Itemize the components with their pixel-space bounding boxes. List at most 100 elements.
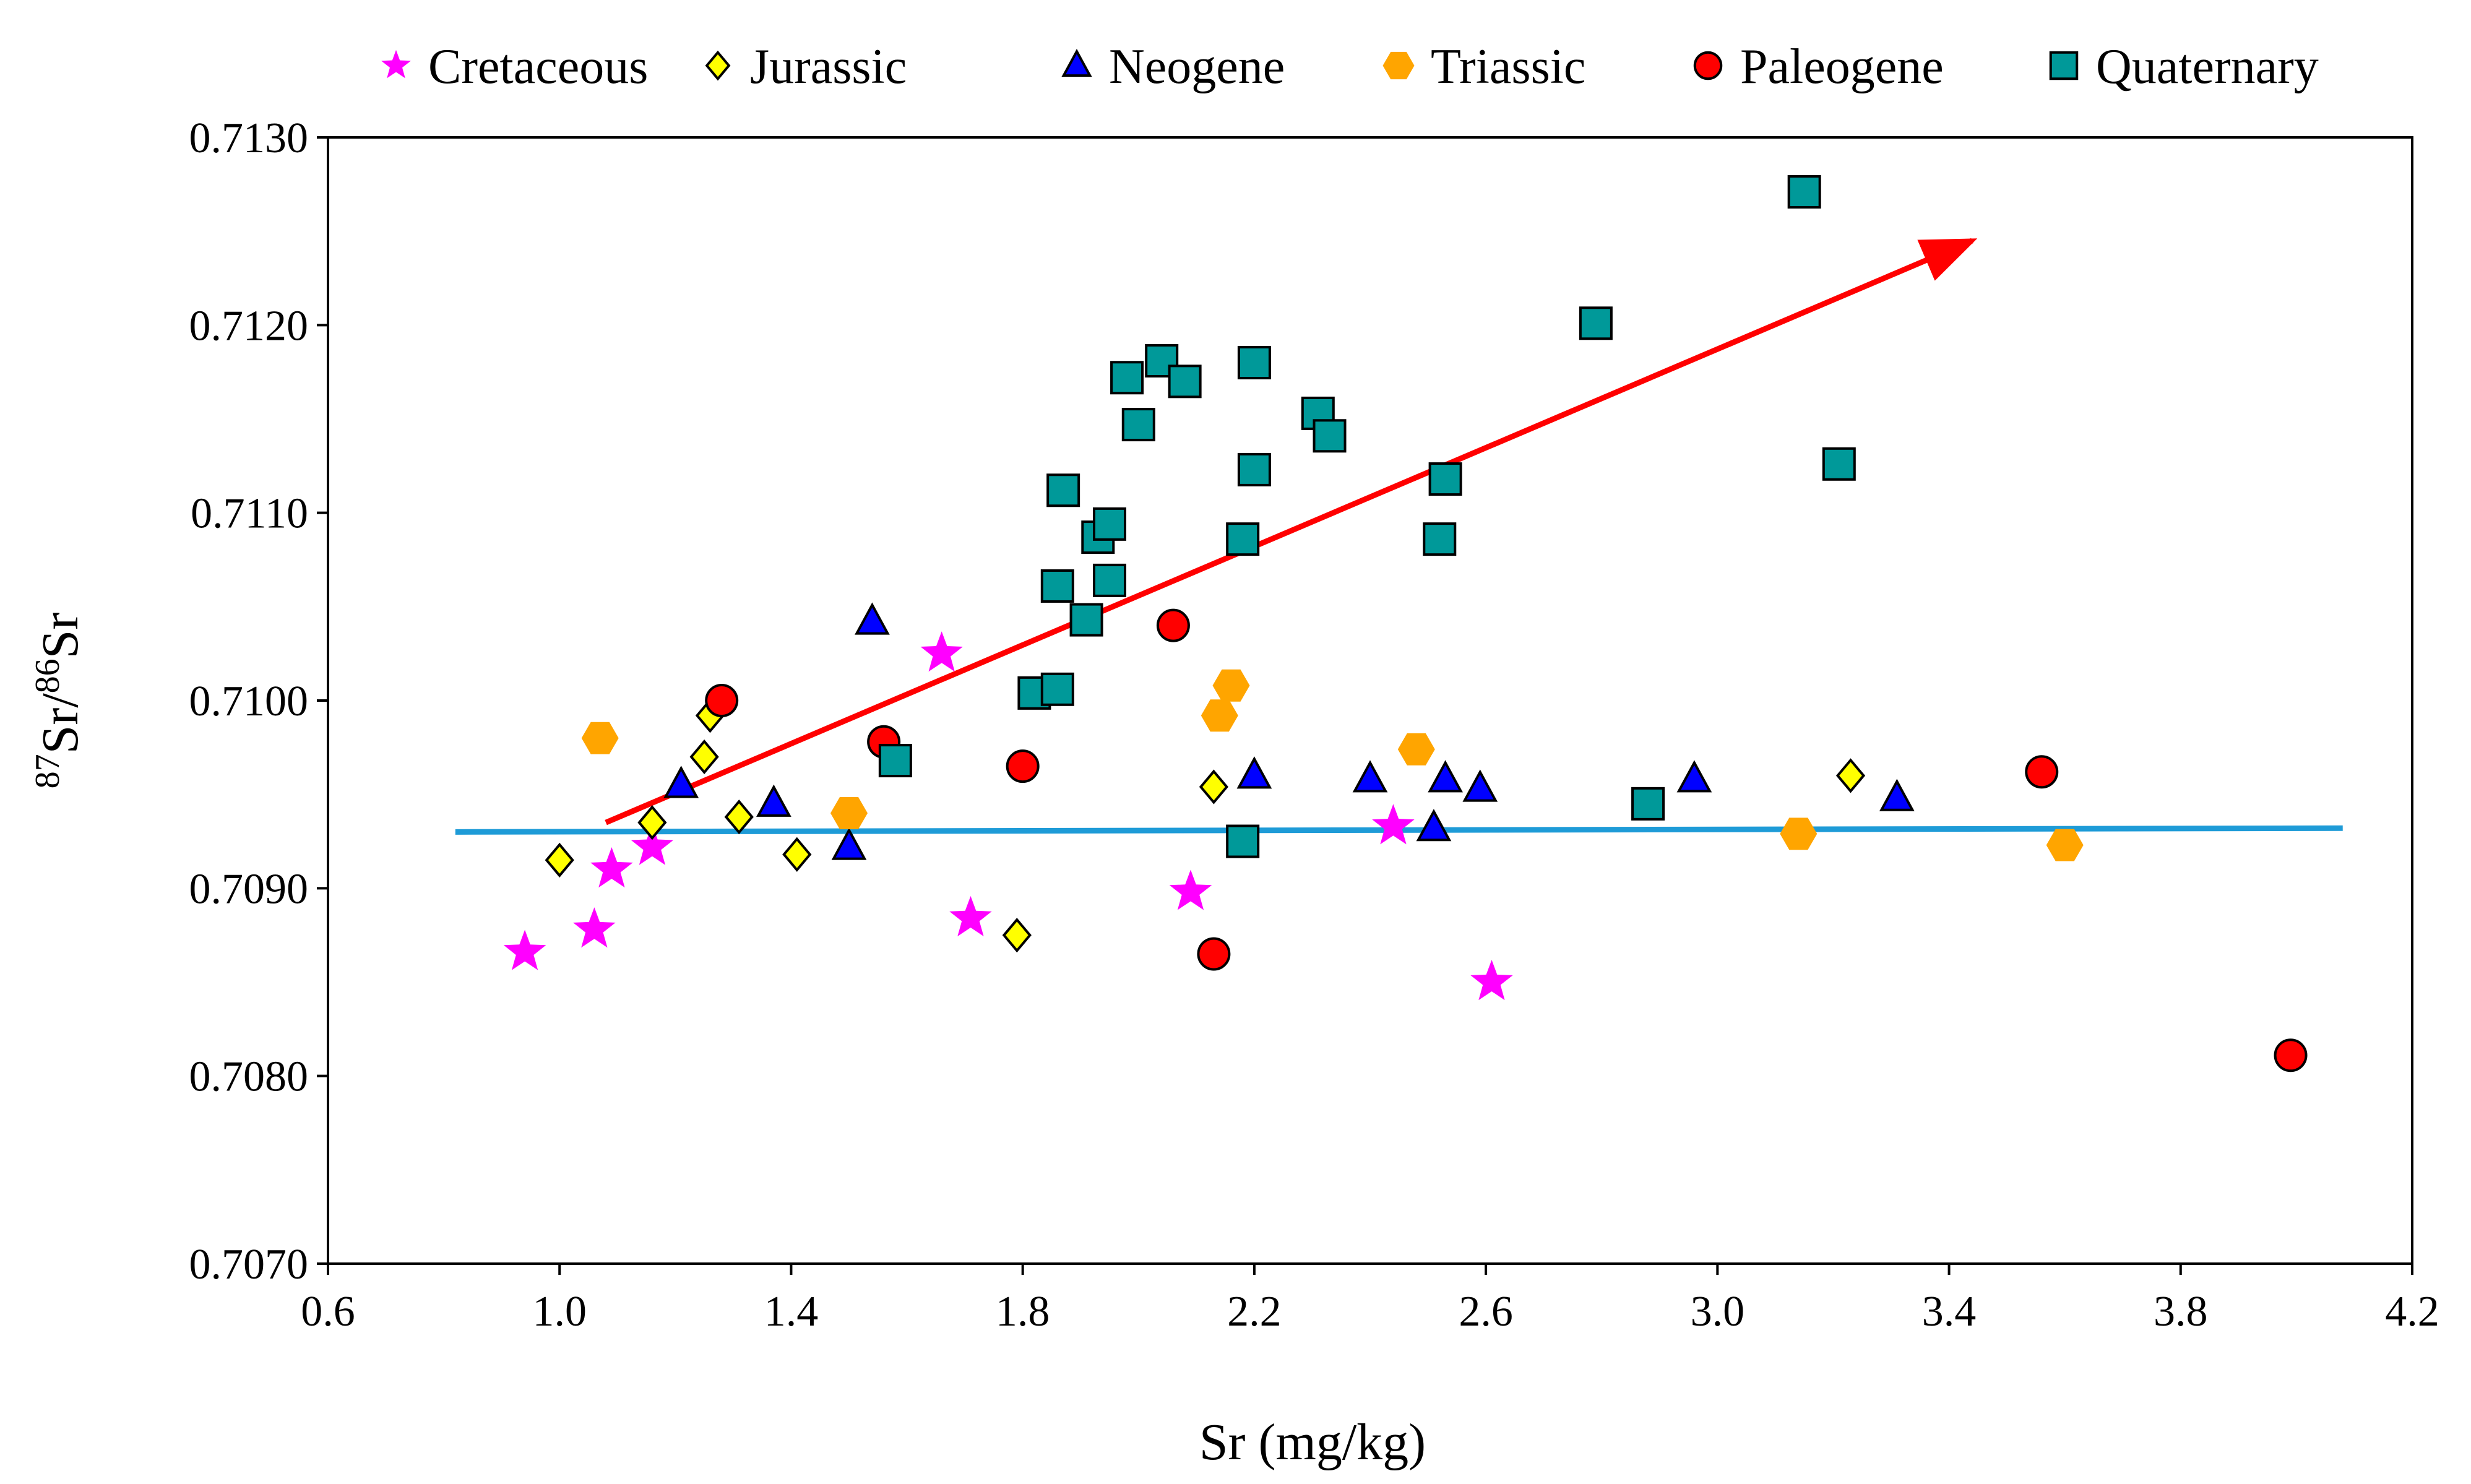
legend-marker-neogene [1061,48,1092,77]
legend-item-quaternary: Quaternary [2049,40,2319,94]
quaternary-point [1040,672,1074,706]
y-tick-label: 0.7100 [189,678,309,725]
y-title-part-a: Sr/ [32,693,89,754]
series-paleogene [705,608,2308,1072]
neogene-point [756,784,791,817]
series-neogene [663,602,1915,860]
data-points [503,175,2308,1072]
cretaceous-point [631,824,674,865]
neogene-point [663,766,699,798]
triassic-point [830,797,868,829]
quaternary-point [1226,522,1260,556]
triassic-point [1780,817,1818,850]
cretaceous-point [1169,869,1212,910]
neogene-point [1676,760,1712,793]
y-tick-label: 0.7130 [189,114,309,162]
y-tick-label: 0.7070 [189,1241,309,1288]
legend-marker-triassic [1382,51,1415,80]
legend-label-quaternary: Quaternary [2096,40,2319,94]
legend-item-paleogene: Paleogene [1693,40,1944,94]
jurassic-point [689,739,719,775]
neogene-point [1416,809,1452,842]
jurassic-point [782,837,812,872]
series-triassic [581,669,2084,861]
y-axis-ticks: 0.7070 0.7080 0.7090 0.7100 0.7110 0.7120 0.71… [189,114,328,1288]
plot-frame [327,136,2413,1265]
quaternary-point [1110,361,1144,395]
y-tick-label: 0.7090 [189,865,309,913]
quaternary-point [1631,787,1665,821]
quaternary-point [1040,569,1074,603]
neogene-point [1462,769,1498,802]
series-quaternary [878,175,1856,858]
y-axis-title: 87Sr/86Sr [28,613,89,789]
paleogene-point [2274,1038,2308,1072]
neogene-point [1428,760,1463,793]
x-tick-label: 3.0 [1691,1288,1745,1335]
y-tick-label: 0.7120 [189,302,309,350]
cretaceous-point [1372,804,1415,845]
triassic-point [1397,733,1435,766]
legend-marker-jurassic [705,50,731,81]
quaternary-point [1168,365,1202,399]
x-axis-ticks: 0.6 1.0 1.4 1.8 2.2 2.6 3.0 3.4 3.8 4.2 [301,1264,2439,1335]
triassic-point [1212,669,1250,702]
legend-label-paleogene: Paleogene [1740,40,1944,94]
legend-label-cretaceous: Cretaceous [428,40,648,94]
quaternary-point [1313,419,1347,453]
y-title-superscript-86: 86 [28,658,67,693]
x-tick-label: 3.8 [2154,1288,2208,1335]
jurassic-point [545,842,574,878]
jurassic-point [637,805,667,840]
legend-marker-quaternary [2049,51,2079,80]
cretaceous-point [590,847,633,888]
legend: Cretaceous Jurassic Neogene Triassic Paleoge… [381,40,2319,94]
y-title-part-b: Sr [32,613,89,659]
x-tick-label: 4.2 [2385,1288,2439,1335]
x-tick-label: 2.6 [1459,1288,1513,1335]
cretaceous-point [1470,960,1513,1001]
y-tick-label: 0.7110 [191,490,308,538]
paleogene-point [1156,608,1190,642]
neogene-point [855,602,890,635]
legend-marker-cretaceous [381,50,411,79]
jurassic-point [1199,769,1229,805]
quaternary-point [1787,175,1821,209]
quaternary-point [1237,452,1271,486]
x-tick-label: 1.4 [764,1288,819,1335]
legend-item-jurassic: Jurassic [705,40,907,94]
x-tick-label: 2.2 [1227,1288,1282,1335]
neogene-point [1352,760,1388,793]
legend-label-neogene: Neogene [1109,40,1285,94]
paleogene-point [2025,755,2059,789]
cretaceous-point [573,907,616,948]
x-tick-label: 1.0 [532,1288,587,1335]
legend-item-cretaceous: Cretaceous [381,40,648,94]
triassic-point [581,722,619,754]
neogene-point [831,827,867,860]
quaternary-point [1093,563,1126,597]
reference-lines [455,238,2343,835]
paleogene-point [1006,749,1040,783]
jurassic-point [1002,918,1032,953]
quaternary-point [1069,603,1103,637]
triassic-point [2046,829,2084,861]
jurassic-point [724,799,754,835]
quaternary-point [1226,824,1260,858]
legend-item-triassic: Triassic [1382,40,1585,94]
trend-arrow-line [605,238,1978,826]
x-tick-label: 1.8 [996,1288,1050,1335]
legend-label-triassic: Triassic [1431,40,1585,94]
triassic-point [1201,699,1238,732]
paleogene-point [1197,937,1231,971]
x-axis-title: Sr (mg/kg) [1199,1413,1426,1471]
y-tick-label: 0.7080 [189,1053,309,1101]
series-cretaceous [503,631,1513,1001]
quaternary-point [878,744,912,778]
cretaceous-point [920,631,963,672]
quaternary-point [1822,447,1856,481]
legend-item-neogene: Neogene [1061,40,1285,94]
quaternary-point [1121,408,1155,442]
